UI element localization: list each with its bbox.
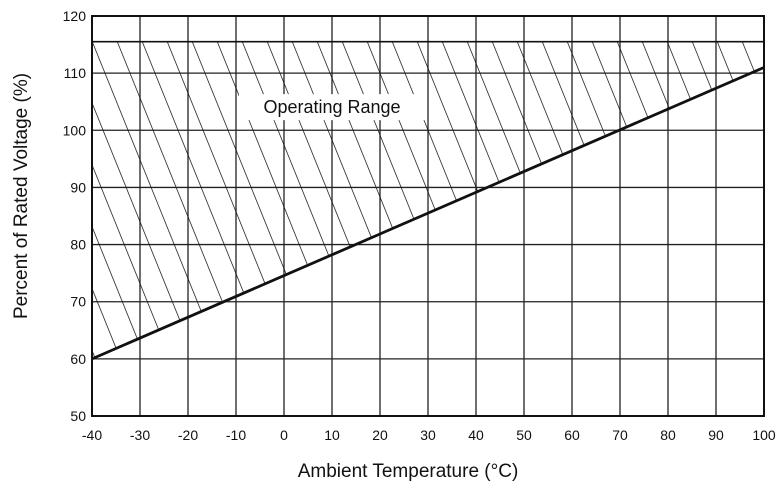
x-tick-label: 50 xyxy=(516,427,532,443)
y-tick-label: 50 xyxy=(70,408,86,424)
x-tick-label: 0 xyxy=(280,427,288,443)
y-tick-label: 60 xyxy=(70,351,86,367)
y-axis-label: Percent of Rated Voltage (%) xyxy=(11,73,32,319)
plot-frame xyxy=(91,15,765,417)
x-tick-label: 60 xyxy=(564,427,580,443)
x-axis-label: Ambient Temperature (°C) xyxy=(298,461,519,482)
x-tick-label: 40 xyxy=(468,427,484,443)
operating-range-region xyxy=(92,41,764,359)
x-tick-label: -40 xyxy=(82,427,102,443)
x-tick-label: -10 xyxy=(226,427,246,443)
y-tick-label: 120 xyxy=(63,8,87,24)
x-tick-label: -30 xyxy=(130,427,150,443)
x-tick-label: 10 xyxy=(324,427,340,443)
annotation-background xyxy=(239,94,425,121)
x-tick-label: 20 xyxy=(372,427,388,443)
y-tick-label: 70 xyxy=(70,294,86,310)
y-tick-label: 110 xyxy=(64,65,87,81)
x-tick-label: 100 xyxy=(752,427,776,443)
x-tick-label: -20 xyxy=(178,427,198,443)
x-tick-label: 80 xyxy=(660,427,676,443)
y-tick-label: 100 xyxy=(63,122,87,138)
y-tick-label: 80 xyxy=(70,237,86,253)
y-tick-labels: 50 60 70 80 90 100 110 120 xyxy=(63,8,87,424)
x-tick-label: 30 xyxy=(420,427,436,443)
operating-range-label: Operating Range xyxy=(263,97,400,117)
x-tick-label: 90 xyxy=(708,427,724,443)
y-tick-label: 90 xyxy=(70,179,86,195)
x-tick-label: 70 xyxy=(612,427,628,443)
x-tick-labels: -40 -30 -20 -10 0 10 20 30 40 50 60 70 80 90 100 xyxy=(82,427,776,443)
voltage-derating-line xyxy=(91,66,765,361)
